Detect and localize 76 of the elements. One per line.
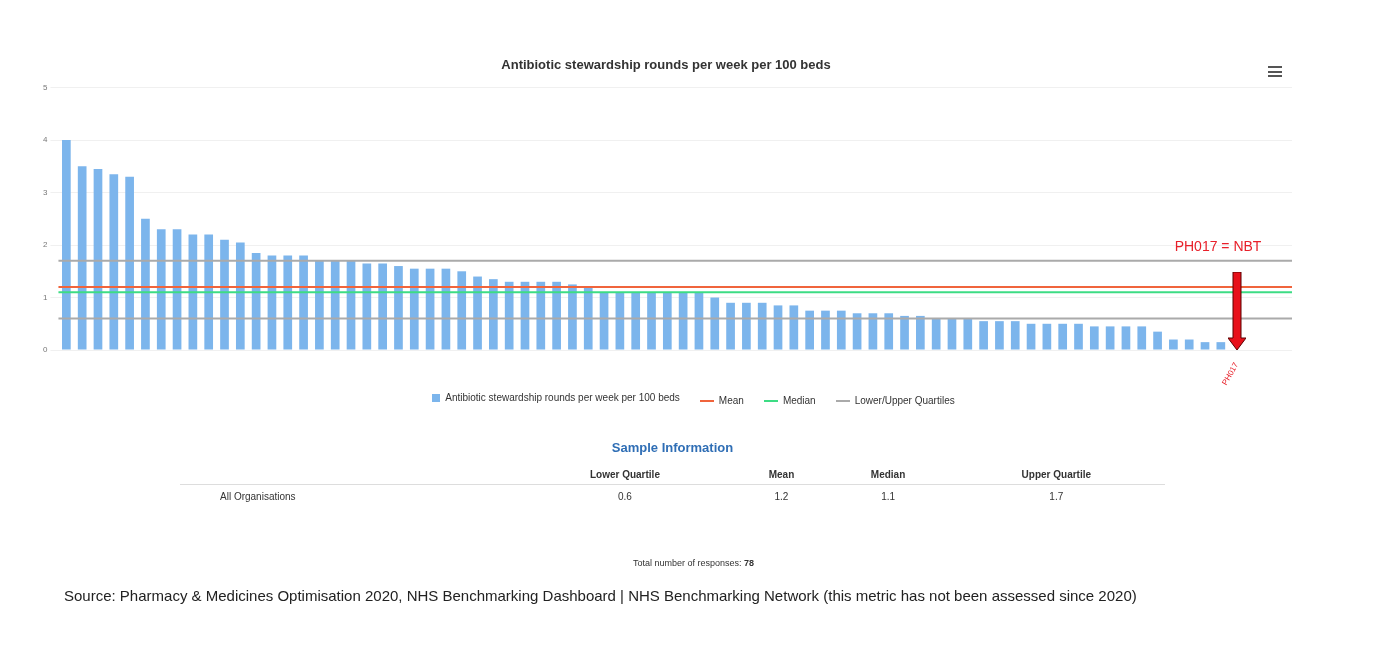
bar [710,297,720,350]
text: All Organisations [219,490,297,504]
text: Median [828,465,948,485]
bar [489,279,498,350]
legend-label: Lower/Upper Quartiles [854,395,955,406]
bar [726,302,735,350]
bar [836,310,846,350]
bar [1137,326,1147,350]
bar [647,292,656,350]
bar [821,310,830,350]
text: Mean [734,465,829,485]
bar [299,255,308,350]
y-tick-label: 2 [43,240,48,250]
y-tick-label: 0 [43,345,48,355]
bar [156,229,166,350]
text: Total number of responses: 78 [631,558,756,568]
legend-label: Mean [718,395,744,406]
bar [283,255,293,350]
text: Lower Quartile [515,465,735,485]
bar [141,218,150,350]
bar [1153,331,1162,350]
source-note: Source: Pharmacy & Medicines Optimisation 2020, NHS Benchmarking Dashboard | NHS Benchmarking Network (this metric has not been assessed since 2020) [64,586,1138,606]
bar [583,287,593,350]
y-tick-label: 5 [43,82,48,92]
bar [409,268,419,350]
bar [963,318,973,350]
text: 1.7 [1048,490,1065,504]
y-tick-label: 4 [43,135,48,145]
bar [789,305,799,350]
bar [362,263,372,350]
bar [1089,326,1099,350]
chart-title: Antibiotic stewardship rounds per week per 100 beds [501,57,831,73]
bar [916,315,925,350]
bar [1074,323,1083,350]
bar [235,242,245,350]
bar [1026,323,1036,350]
bar [979,321,988,350]
bar [900,315,909,350]
bar [1200,342,1210,350]
bar [1121,326,1131,350]
annotation: PH017 = NBT [1174,238,1262,255]
bar [1042,323,1052,350]
bar [204,234,214,350]
bar [109,174,119,350]
bar [631,292,641,350]
bar [473,276,482,350]
bar [805,310,814,350]
legend-label: Median [782,395,816,406]
text: 0.6 [617,490,633,504]
text: 1.1 [880,490,897,504]
legend-label: Antibiotic stewardship rounds per week per 100 beds [445,392,680,403]
bar [568,284,577,350]
bar [394,266,403,350]
bar [662,292,672,350]
bar [1058,323,1068,350]
bar [1010,321,1020,350]
y-tick-label: 3 [43,187,48,197]
bar [457,271,467,350]
bar [995,321,1004,350]
text: Sample Information [610,440,735,455]
bar [757,302,767,350]
bar [378,263,387,350]
bar [931,318,941,350]
text: Upper Quartile [947,465,1165,485]
bar [220,239,229,350]
bar [62,140,71,350]
bar [1216,342,1226,350]
bar [773,305,783,350]
y-tick-label: 1 [43,292,48,302]
bar [1105,326,1115,350]
bar [884,313,894,350]
bar [1184,339,1194,350]
bar [125,176,134,350]
text: 1.2 [773,490,790,504]
bar [742,302,751,350]
bar [1169,339,1178,350]
